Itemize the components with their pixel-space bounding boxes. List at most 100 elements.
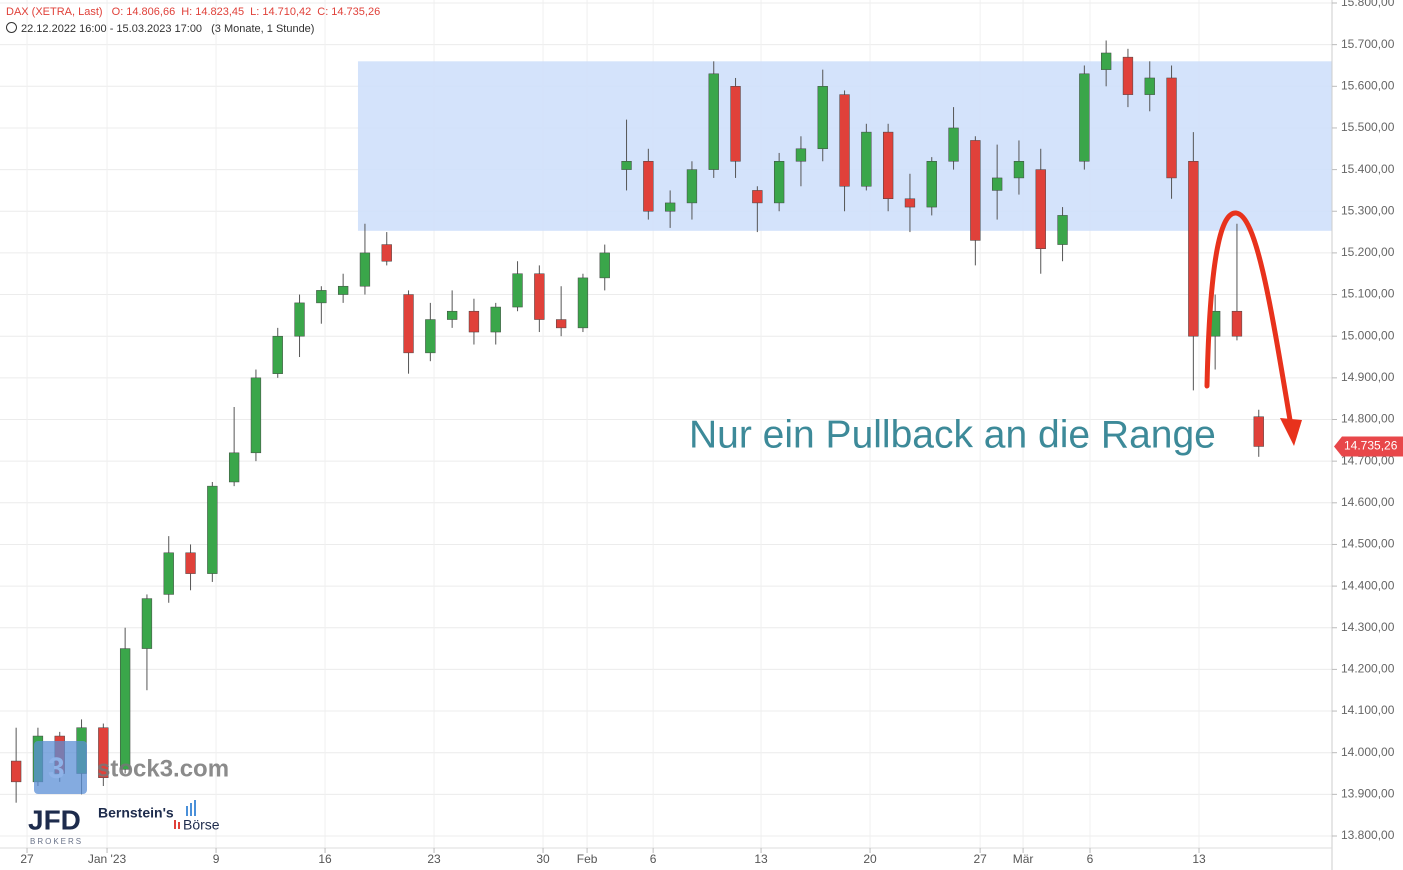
jfd-sub: BROKERS (30, 837, 83, 846)
y-tick-label: 15.000,00 (1341, 328, 1395, 342)
clock-icon (6, 22, 17, 33)
candle-body (926, 161, 937, 208)
y-tick-label: 13.900,00 (1341, 787, 1395, 801)
logo-bar (178, 822, 180, 829)
candle-body (621, 161, 632, 170)
candle-body (490, 306, 501, 333)
bernstein-logo: Bernstein's (98, 805, 174, 821)
candle-body (272, 335, 283, 374)
stat: O: 14.806,66 (112, 6, 176, 18)
candle-body (643, 161, 654, 212)
candle-body (773, 161, 785, 204)
candle-body (861, 131, 872, 187)
x-tick-label: 30 (536, 852, 550, 866)
candle-body (1035, 169, 1046, 249)
price-tag-layer: 14.735,26 (1334, 436, 1403, 457)
y-tick-label: 14.400,00 (1341, 578, 1395, 592)
header-line: 22.12.2022 16:00 - 15.03.2023 17:00 (3 M… (6, 22, 320, 35)
candle-body (185, 552, 196, 574)
stat: C: 14.735,26 (317, 6, 380, 18)
annotation: Nur ein Pullback an die Range (689, 413, 1216, 456)
candle-body (839, 94, 850, 187)
stat-value: 14.735,26 (331, 6, 381, 18)
candle-body (425, 319, 436, 354)
stock3-text: stock3.com (97, 755, 229, 782)
candle-body (599, 252, 610, 279)
candle-body (468, 310, 480, 333)
candle-body (119, 648, 131, 770)
candle-body (1253, 416, 1264, 447)
candle-body (512, 273, 523, 308)
price-tag (1334, 436, 1403, 457)
candle-body (1188, 161, 1199, 337)
candle-body (250, 377, 262, 454)
candle-body (1122, 56, 1134, 95)
candle-body (708, 73, 719, 170)
jfd-logo: JFD (28, 804, 81, 835)
stat-name: C: (317, 6, 329, 18)
title: DAX (XETRA, Last) (6, 6, 103, 18)
x-tick-label: Mär (1013, 852, 1034, 866)
candle-body (1144, 77, 1155, 95)
x-tick-label: 6 (1087, 852, 1094, 866)
stat-value: 14.710,42 (262, 6, 312, 18)
logo-bar (190, 803, 192, 816)
x-tick-label: Jan '23 (88, 852, 127, 866)
candles (10, 40, 1264, 803)
candle-body (991, 177, 1003, 191)
x-tick-label: 13 (754, 852, 768, 866)
candle-body (1231, 310, 1243, 337)
candle-body (228, 452, 240, 483)
x-tick-label: 20 (863, 852, 877, 866)
y-tick-label: 14.900,00 (1341, 370, 1395, 384)
candle-body (555, 319, 567, 329)
stat: L: 14.710,42 (250, 6, 311, 18)
logo-bar (194, 800, 196, 816)
period: 22.12.2022 16:00 - 15.03.2023 17:00 (21, 23, 203, 35)
candle-body (1013, 161, 1025, 179)
candle-body (207, 485, 218, 574)
arrow-head (1280, 418, 1302, 446)
x-tick-label: 23 (427, 852, 441, 866)
candle-body (970, 140, 981, 241)
y-tick-label: 14.000,00 (1341, 745, 1395, 759)
y-tick-label: 15.400,00 (1341, 162, 1395, 176)
y-tick-label: 15.700,00 (1341, 37, 1395, 51)
x-tick-label: 13 (1192, 852, 1206, 866)
candle-body (730, 86, 741, 162)
y-tick-label: 15.500,00 (1341, 120, 1395, 134)
y-tick-label: 14.800,00 (1341, 412, 1395, 426)
x-tick-label: 9 (213, 852, 220, 866)
candle-body (795, 148, 807, 162)
candle-body (98, 727, 109, 778)
candle-body (403, 294, 414, 354)
candle-body (163, 552, 174, 595)
y-tick-label: 14.500,00 (1341, 537, 1395, 551)
header-line: DAX (XETRA, Last) O: 14.806,66 H: 14.823,45… (6, 6, 392, 18)
candle-body (882, 131, 894, 200)
logo-bar (174, 820, 176, 829)
candle-body (337, 285, 349, 295)
price-tag-label: 14.735,26 (1344, 439, 1398, 453)
x-tick-label: 16 (318, 852, 332, 866)
y-tick-label: 13.800,00 (1341, 828, 1395, 842)
candle-body (752, 190, 763, 204)
candle-body (294, 302, 305, 337)
x-tick-label: 27 (973, 852, 987, 866)
x-tick-label: Feb (577, 852, 598, 866)
candle-body (948, 127, 959, 162)
stat-name: L: (250, 6, 260, 18)
candle-body (534, 273, 545, 320)
candle-body (577, 277, 589, 329)
x-tick-label: 27 (20, 852, 34, 866)
arrow (1204, 210, 1293, 423)
stats: O: 14.806,66 H: 14.823,45 L: 14.710,42 C: 14.73… (112, 6, 387, 18)
stat-value: 14.806,66 (126, 6, 176, 18)
y-tick-label: 14.700,00 (1341, 453, 1395, 467)
y-tick-label: 15.300,00 (1341, 203, 1395, 217)
candle-body (359, 252, 371, 287)
stat-value: 14.823,45 (195, 6, 245, 18)
